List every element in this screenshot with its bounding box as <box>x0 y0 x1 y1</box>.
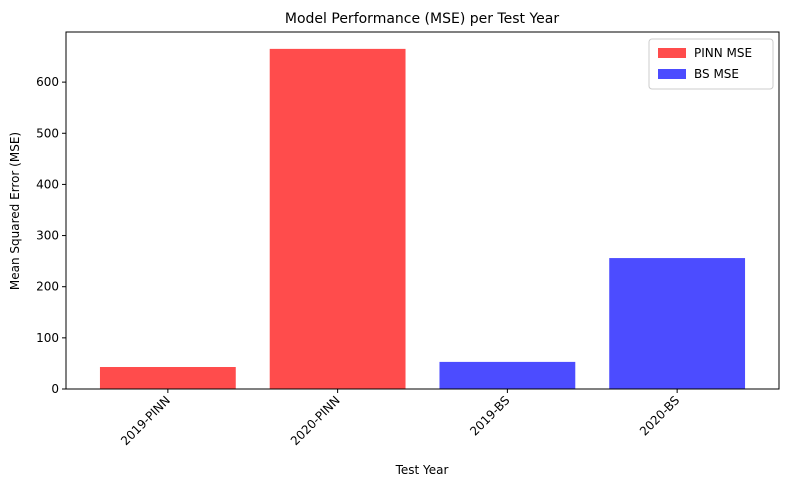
bar-2019-pinn <box>99 367 236 389</box>
y-axis: 0 100 200 300 400 500 600 <box>36 75 66 396</box>
x-tick-label: 2020-PINN <box>288 393 343 448</box>
y-tick-label: 300 <box>36 229 59 243</box>
x-tick-label: 2019-PINN <box>118 393 173 448</box>
x-axis: 2019-PINN 2020-PINN 2019-BS 2020-BS <box>118 389 682 448</box>
legend-swatch <box>658 69 686 79</box>
x-tick-label: 2019-BS <box>467 393 512 438</box>
y-axis-label: Mean Squared Error (MSE) <box>8 132 22 290</box>
chart-title: Model Performance (MSE) per Test Year <box>285 11 559 27</box>
legend-swatch <box>658 48 686 58</box>
x-axis-label: Test Year <box>395 463 449 477</box>
x-tick-label: 2020-BS <box>637 393 682 438</box>
y-tick-label: 600 <box>36 75 59 89</box>
y-tick-label: 0 <box>51 382 59 396</box>
bar-2020-pinn <box>269 48 406 389</box>
legend-label: BS MSE <box>694 67 739 81</box>
legend: PINN MSE BS MSE <box>648 38 774 90</box>
y-tick-label: 500 <box>36 126 59 140</box>
y-tick-label: 200 <box>36 280 59 294</box>
bar-2020-bs <box>609 258 746 389</box>
y-tick-label: 400 <box>36 177 59 191</box>
plot-frame <box>65 31 780 390</box>
legend-label: PINN MSE <box>694 46 752 60</box>
y-tick-label: 100 <box>36 331 59 345</box>
bar-2019-bs <box>439 361 576 389</box>
bars-group <box>99 48 746 389</box>
